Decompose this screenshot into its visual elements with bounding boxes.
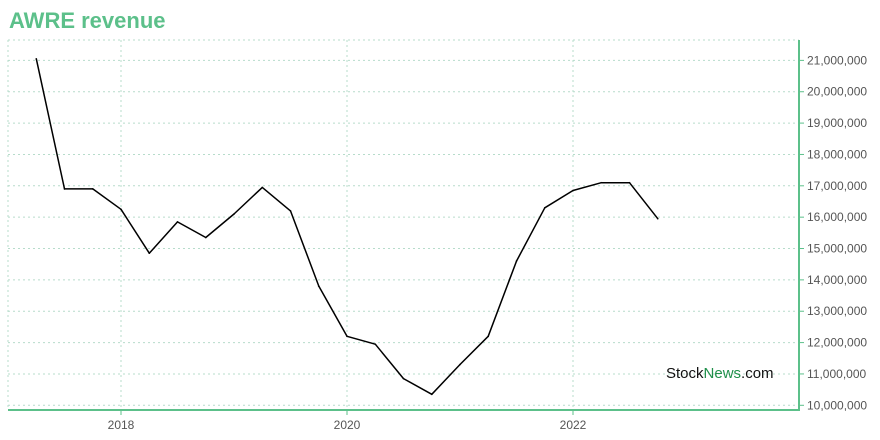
axes [8, 40, 804, 415]
watermark-news: News [703, 365, 742, 382]
data-point [543, 206, 546, 209]
y-tick-label: 10,000,000 [807, 398, 867, 412]
grid-lines [7, 39, 799, 410]
data-point [572, 189, 574, 192]
series-layer [35, 58, 659, 396]
stocknews-watermark: StockNews.com [666, 365, 774, 382]
data-point [204, 236, 207, 239]
data-point [459, 363, 461, 366]
data-point [317, 285, 320, 287]
y-tick-label: 15,000,000 [807, 242, 867, 256]
y-tick-label: 19,000,000 [807, 116, 867, 130]
data-point [402, 377, 405, 380]
data-point [374, 343, 377, 345]
y-tick-label: 17,000,000 [807, 179, 867, 193]
y-tick-label: 11,000,000 [807, 367, 866, 381]
tick-labels: 10,000,000 11,000,000 12,000,000 13,000,000… [108, 53, 868, 432]
watermark-stock: Stock [666, 365, 704, 382]
y-tick-label: 13,000,000 [807, 304, 867, 318]
y-tick-label: 18,000,000 [807, 147, 867, 161]
chart-title: AWRE revenue [9, 8, 166, 33]
data-point [600, 181, 603, 184]
y-tick-label: 12,000,000 [807, 336, 867, 350]
data-point [233, 213, 235, 215]
y-tick-label: 20,000,000 [807, 85, 867, 99]
data-point [628, 181, 631, 184]
data-point [120, 208, 122, 211]
data-point [176, 221, 179, 223]
data-point [148, 252, 151, 255]
data-point [91, 188, 94, 190]
data-point [515, 260, 518, 262]
data-point [289, 210, 292, 212]
data-point [63, 188, 66, 190]
data-point [35, 58, 38, 60]
data-point [430, 393, 433, 396]
watermark-com: .com [741, 365, 774, 382]
y-tick-label: 14,000,000 [807, 273, 867, 287]
data-point [346, 335, 348, 338]
data-point [487, 335, 490, 338]
data-point [656, 217, 659, 220]
x-tick-label: 2020 [334, 418, 361, 432]
y-tick-label: 16,000,000 [807, 210, 867, 224]
data-point [261, 186, 264, 189]
x-tick-label: 2018 [108, 418, 135, 432]
x-tick-label: 2022 [560, 418, 587, 432]
y-tick-label: 21,000,000 [807, 53, 867, 67]
